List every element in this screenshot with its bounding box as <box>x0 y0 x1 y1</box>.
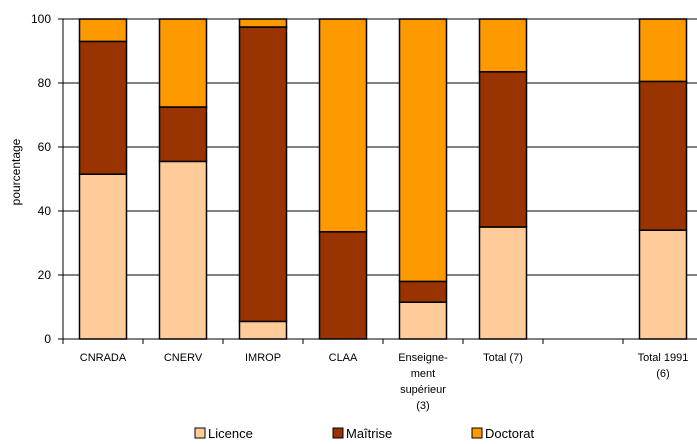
y-tick-label: 40 <box>38 204 52 218</box>
bar-segment-licence <box>638 229 688 340</box>
legend-swatch-licence <box>194 427 206 439</box>
y-axis-label: pourcentage <box>9 138 23 205</box>
bar-segment-ma-trise <box>158 106 208 163</box>
grid <box>63 18 697 276</box>
y-tick-label: 20 <box>38 268 52 282</box>
bar-segment-licence <box>398 301 448 340</box>
axes <box>58 18 697 344</box>
legend-label: Maîtrise <box>346 426 392 441</box>
y-tick-label: 80 <box>38 76 52 90</box>
bar-segment-doctorat <box>158 18 208 108</box>
bar-segment-doctorat <box>318 18 368 233</box>
legend-label: Doctorat <box>485 426 535 441</box>
bars <box>78 18 688 340</box>
legend-label: Licence <box>208 426 253 441</box>
legend-swatch-doctorat <box>471 427 483 439</box>
bar-segment-doctorat <box>478 18 528 73</box>
legend: Licence Maîtrise Doctorat <box>194 426 535 441</box>
x-category-label: IMROP <box>245 352 281 364</box>
bar-segment-licence <box>78 173 128 340</box>
bar-segment-licence <box>238 320 288 340</box>
legend-swatch-ma-trise <box>332 427 344 439</box>
y-tick-label: 0 <box>44 332 51 346</box>
x-category-label: Total 1991 <box>638 352 689 364</box>
x-category-labels: CNRADA CNERV IMROP CLAA Enseigne-ment supérie… <box>80 352 689 412</box>
bar-segment-doctorat <box>238 18 288 28</box>
bar-segment-ma-trise <box>398 280 448 303</box>
bar-segment-ma-trise <box>78 40 128 175</box>
bar-segment-ma-trise <box>238 26 288 323</box>
x-category-label: CNRADA <box>80 352 127 364</box>
y-tick-label: 100 <box>31 12 51 26</box>
bar-segment-ma-trise <box>638 80 688 231</box>
title-band <box>0 0 697 6</box>
x-category-label: ment <box>411 368 435 380</box>
y-tick-labels: 0 20 40 60 80 100 <box>31 12 51 346</box>
bar-segment-licence <box>478 226 528 340</box>
bar-segment-doctorat <box>398 18 448 283</box>
x-category-label: CLAA <box>329 352 358 364</box>
x-category-label: Enseigne- <box>398 352 448 364</box>
x-category-label: supérieur <box>400 384 446 396</box>
x-category-label: CNERV <box>164 352 203 364</box>
x-category-label: (3) <box>416 400 429 412</box>
y-tick-label: 60 <box>38 140 52 154</box>
bar-segment-ma-trise <box>318 231 368 340</box>
x-category-label: Total (7) <box>483 352 523 364</box>
bar-segment-doctorat <box>638 18 688 83</box>
clipped-title <box>0 0 697 6</box>
bar-segment-licence <box>158 160 208 340</box>
x-category-label: (6) <box>656 368 669 380</box>
bar-segment-doctorat <box>78 18 128 43</box>
bar-segment-ma-trise <box>478 71 528 228</box>
